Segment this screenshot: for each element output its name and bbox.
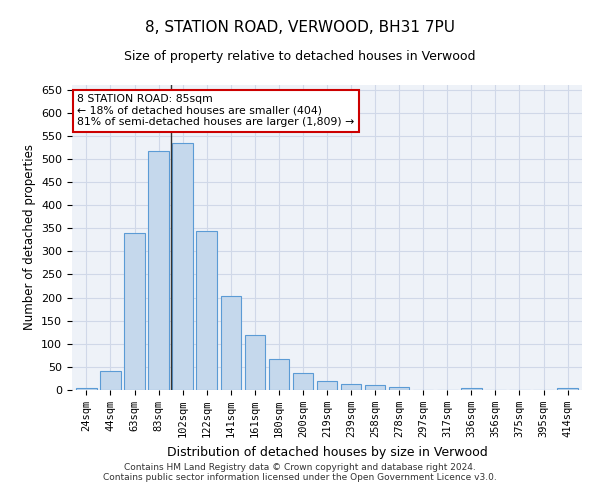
Bar xyxy=(293,373,313,390)
Bar xyxy=(461,388,482,390)
Text: 8 STATION ROAD: 85sqm
← 18% of detached houses are smaller (404)
81% of semi-det: 8 STATION ROAD: 85sqm ← 18% of detached … xyxy=(77,94,355,128)
Bar xyxy=(269,358,289,390)
Text: Size of property relative to detached houses in Verwood: Size of property relative to detached ho… xyxy=(124,50,476,63)
Bar xyxy=(389,387,409,390)
Bar xyxy=(172,143,193,390)
Y-axis label: Number of detached properties: Number of detached properties xyxy=(23,144,35,330)
Bar xyxy=(196,230,217,390)
Bar xyxy=(100,370,121,390)
Bar xyxy=(148,150,169,390)
Bar xyxy=(317,381,337,390)
Bar xyxy=(341,384,361,390)
Bar xyxy=(365,386,385,390)
X-axis label: Distribution of detached houses by size in Verwood: Distribution of detached houses by size … xyxy=(167,446,487,458)
Bar xyxy=(124,233,145,390)
Text: 8, STATION ROAD, VERWOOD, BH31 7PU: 8, STATION ROAD, VERWOOD, BH31 7PU xyxy=(145,20,455,35)
Text: Contains HM Land Registry data © Crown copyright and database right 2024.
Contai: Contains HM Land Registry data © Crown c… xyxy=(103,463,497,482)
Bar xyxy=(221,296,241,390)
Bar xyxy=(245,334,265,390)
Bar xyxy=(76,388,97,390)
Bar xyxy=(557,388,578,390)
